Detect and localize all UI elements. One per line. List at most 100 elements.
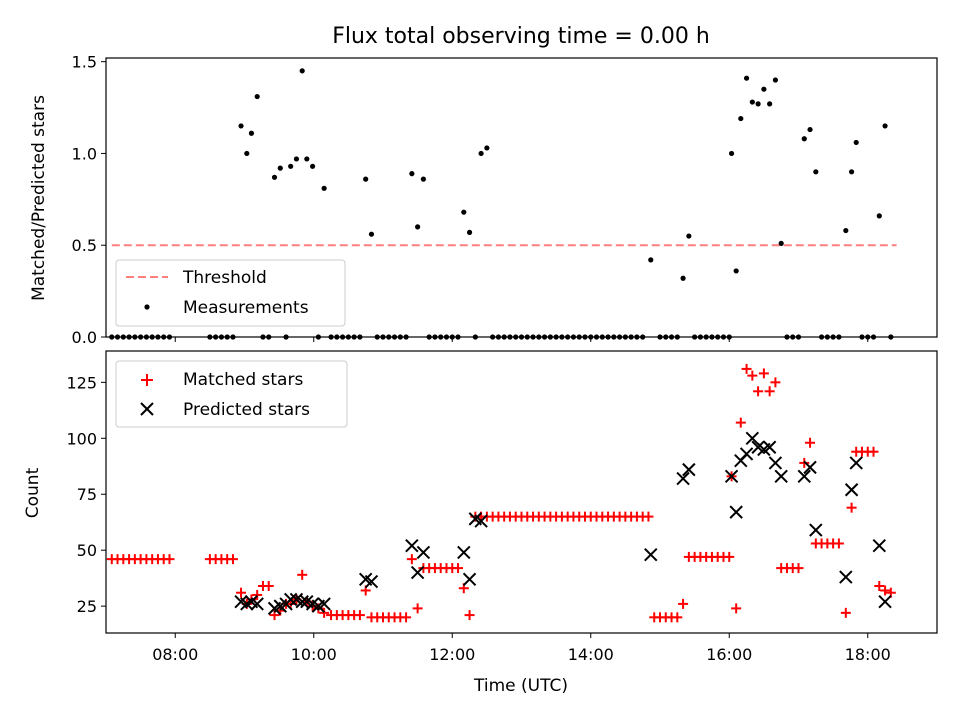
legend-matched-label: Matched stars — [183, 370, 303, 390]
matched-star-point — [236, 587, 247, 598]
measurement-point — [321, 185, 327, 191]
legend-measurements-label: Measurements — [183, 298, 309, 318]
predicted-star-point — [739, 447, 754, 461]
chart-title: Flux total observing time = 0.00 h — [332, 24, 710, 49]
measurement-point — [807, 126, 813, 133]
measurement-point — [363, 176, 369, 182]
matched-star-point — [401, 612, 412, 623]
bottom-plot-frame — [105, 350, 938, 634]
measurement-point — [686, 233, 692, 239]
matched-star-point — [672, 612, 683, 623]
bottom-y-tick-label: 50 — [77, 541, 97, 560]
measurement-point — [293, 156, 300, 162]
legend-predicted-swatch — [140, 402, 154, 416]
measurement-point — [733, 268, 739, 274]
predicted-star-point — [803, 460, 817, 475]
bottom-legend: Matched stars Predicted stars — [115, 360, 348, 428]
measurement-point — [461, 209, 467, 215]
measurement-point — [843, 227, 849, 234]
measurement-point — [848, 169, 855, 175]
bottom-y-tick-label: 25 — [77, 597, 97, 616]
legend-matched-swatch — [141, 374, 153, 386]
bottom-plot: 25 50 75 100 125 08:00 10:00 12:00 14:00 16:00 18… — [23, 350, 938, 696]
measurement-point — [304, 156, 310, 162]
predicted-star-point — [872, 539, 886, 553]
matched-star-point — [406, 554, 417, 565]
matched-star-point — [846, 502, 857, 513]
measurement-point — [288, 163, 294, 169]
top-plot-frame — [105, 57, 938, 338]
top-y-tick-label: 0.0 — [72, 328, 97, 347]
predicted-star-point — [676, 471, 690, 486]
matched-star-point — [354, 610, 365, 621]
x-tick-label: 16:00 — [706, 645, 752, 664]
top-y-axis-label: Matched/Predicted stars — [29, 95, 49, 301]
matched-star-point — [735, 417, 746, 428]
predicted-star-point — [457, 545, 471, 560]
predicted-star-point — [462, 572, 477, 586]
matched-star-point — [643, 511, 654, 522]
matched-star-point — [724, 551, 735, 562]
measurement-point — [749, 99, 755, 105]
top-y-tick-label: 1.0 — [72, 144, 97, 163]
bottom-y-tick-label: 75 — [77, 485, 97, 504]
matched-star-point — [793, 563, 804, 574]
measurement-point — [420, 176, 426, 182]
x-tick-label: 08:00 — [152, 645, 198, 664]
matched-star-point — [227, 554, 238, 565]
predicted-star-point — [283, 592, 298, 607]
predicted-star-point — [410, 565, 425, 580]
predicted-star-point — [729, 505, 743, 519]
measurement-point — [772, 77, 779, 83]
matched-star-point — [758, 368, 769, 379]
matched-star-point — [741, 363, 752, 374]
legend-measurements-swatch — [144, 304, 150, 310]
matched-star-point — [252, 589, 263, 600]
x-tick-label: 12:00 — [429, 645, 475, 664]
matched-star-point — [874, 581, 885, 591]
x-tick-label: 10:00 — [291, 645, 337, 664]
predicted-star-point — [809, 523, 823, 537]
predicted-star-point — [774, 469, 788, 484]
matched-star-point — [833, 538, 844, 549]
measurement-point — [478, 150, 484, 157]
measurement-point — [466, 229, 473, 235]
legend-predicted-label: Predicted stars — [183, 400, 310, 420]
predicted-star-point — [844, 483, 859, 497]
predicted-star-point — [364, 574, 379, 589]
predicted-star-point — [797, 469, 811, 484]
x-tick-label: 14:00 — [568, 645, 614, 664]
top-y-tick-label: 0.5 — [72, 236, 97, 255]
bottom-y-tick-label: 125 — [66, 373, 97, 392]
measurement-point — [743, 75, 750, 81]
bottom-y-tick-label: 100 — [66, 429, 97, 448]
bottom-y-axis-label: Count — [23, 467, 43, 518]
measurement-point — [767, 101, 773, 107]
matched-star-point — [770, 377, 781, 388]
measurement-point — [648, 257, 654, 263]
matched-star-point — [747, 370, 758, 381]
matched-star-point — [412, 603, 423, 614]
measurement-point — [299, 68, 305, 74]
measurement-point — [853, 139, 859, 146]
measurement-point — [680, 275, 686, 281]
measurement-point — [755, 101, 761, 107]
matched-star-point — [297, 569, 308, 580]
predicted-star-point — [474, 514, 488, 528]
top-legend: Threshold Measurements — [115, 259, 346, 327]
measurement-point — [813, 169, 819, 175]
measurement-point — [415, 224, 421, 230]
measurement-point — [484, 145, 490, 151]
measurement-point — [309, 163, 316, 169]
predicted-star-point — [416, 545, 431, 560]
matched-star-point — [805, 437, 816, 448]
predicted-star-point — [317, 597, 331, 611]
predicted-star-point — [762, 440, 777, 454]
predicted-star-point — [250, 597, 264, 611]
predicted-star-point — [644, 547, 658, 562]
matched-star-point — [753, 386, 764, 397]
matched-star-point — [678, 598, 689, 609]
top-y-tick-label: 1.5 — [72, 53, 97, 72]
predicted-star-point — [405, 539, 419, 553]
legend-threshold-label: Threshold — [182, 268, 267, 288]
